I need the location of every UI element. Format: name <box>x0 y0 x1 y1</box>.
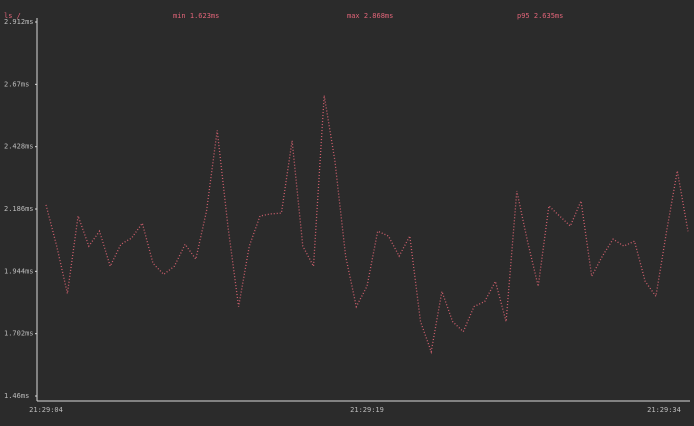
y-tick-label: 2.428ms <box>4 143 34 151</box>
y-tick-label: 2.912ms <box>4 18 34 26</box>
chart-title: ls / <box>4 12 21 20</box>
x-tick-label: 21:29:04 <box>29 406 63 414</box>
y-tick-label: 2.186ms <box>4 205 34 213</box>
y-tick-label: 1.702ms <box>4 330 34 338</box>
y-tick-label: 1.944ms <box>4 267 34 275</box>
x-tick-label: 21:29:19 <box>350 406 384 414</box>
y-tick-label: 1.46ms <box>4 392 29 400</box>
stat-max: max 2.868ms <box>347 12 393 20</box>
stat-p95: p95 2.635ms <box>517 12 563 20</box>
stat-min: min 1.623ms <box>173 12 219 20</box>
y-tick-label: 2.67ms <box>4 80 29 88</box>
x-tick-label: 21:29:34 <box>647 406 681 414</box>
